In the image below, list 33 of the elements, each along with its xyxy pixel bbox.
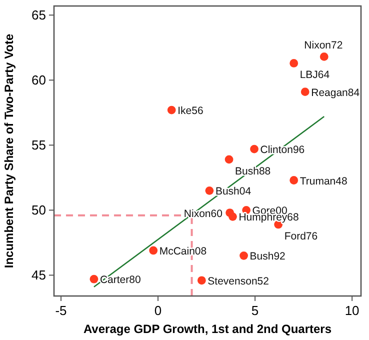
point (290, 176, 298, 184)
annotation: Reagan84 (311, 86, 360, 99)
y-tick-label: 55 (32, 138, 46, 153)
y-axis-title: Incumbent Party Share of Two-Party Vote (2, 34, 16, 268)
point (224, 155, 234, 164)
x-tick-label: 5 (251, 303, 259, 318)
point (205, 186, 214, 195)
annotation: Ike56 (178, 105, 204, 118)
annotation: Stevenson52 (208, 275, 270, 288)
y-tick-label: 65 (32, 8, 46, 23)
x-tick-label: -5 (55, 303, 67, 318)
point (149, 246, 158, 255)
point (290, 59, 298, 68)
annotation: McCain08 (159, 245, 207, 258)
annotation: Bush92 (250, 250, 286, 263)
point (240, 251, 248, 260)
x-tick-label: 10 (344, 303, 360, 318)
y-tick-label: 60 (32, 72, 46, 88)
point (197, 276, 206, 285)
point (320, 52, 328, 61)
annotation: Nixon72 (304, 40, 343, 52)
x-axis-title: Average GDP Growth, 1st and 2nd Quarters (83, 322, 332, 336)
y-tick-label: 45 (32, 268, 46, 283)
y-tick-label: 50 (32, 202, 46, 218)
point (90, 274, 98, 284)
annotation: LBJ64 (300, 69, 330, 82)
point (167, 106, 176, 114)
annotation: Ford76 (284, 230, 318, 242)
annotation: Truman48 (300, 175, 348, 188)
point (228, 212, 237, 221)
point (300, 88, 310, 96)
point (250, 144, 258, 154)
x-tick-label: 0 (154, 303, 162, 318)
